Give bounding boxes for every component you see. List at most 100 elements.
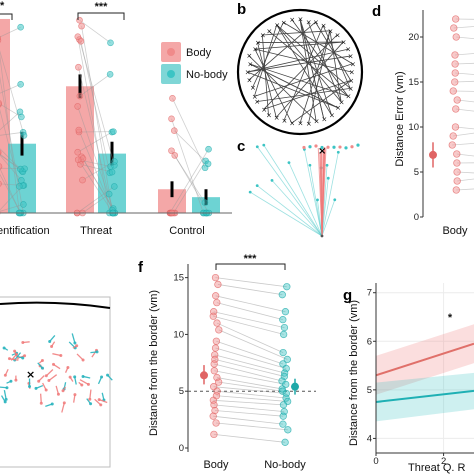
panel-f-ytick-label: 10: [173, 329, 184, 340]
pair-line: [216, 302, 283, 321]
pair-line: [80, 41, 111, 173]
network-edge: [262, 30, 331, 36]
point-body: [211, 406, 219, 415]
endpoint-marker: [356, 143, 360, 147]
pair-line: [216, 395, 288, 402]
endpoint-marker: [302, 145, 306, 150]
panel-c: c ×: [237, 138, 360, 238]
panel-g-ytick-label: 6: [367, 336, 372, 347]
panel-f-ytick-label: 5: [179, 386, 184, 397]
network-edge: [247, 48, 348, 73]
panel-g-annotation: *: [448, 312, 453, 324]
network-node-marker: ×: [250, 84, 256, 92]
legend-nobody-dot: [167, 70, 175, 78]
network-edge: [254, 48, 293, 124]
point-nobody: [282, 364, 290, 373]
pair-line: [214, 370, 286, 385]
trajectory-end-nobody: [336, 150, 340, 154]
panel-g-ytick-label: 7: [367, 288, 372, 299]
pair-line: [0, 204, 24, 212]
pair-line: [172, 98, 206, 168]
vector-origin: [81, 358, 85, 362]
vector-origin: [50, 402, 54, 406]
pair-line: [213, 386, 287, 394]
vector-origin: [99, 403, 103, 407]
panel-a-bars: [0, 18, 220, 214]
panel-e-vectors: ×: [0, 333, 113, 413]
pair-line: [218, 329, 288, 360]
trajectory-nobody: [288, 162, 323, 237]
trajectory-end-nobody: [255, 184, 259, 187]
point-body: [210, 360, 218, 368]
pair-line: [0, 167, 21, 214]
panel-b: b ×××××××××××××××××××××××××× ×× × × × × × ×××××…: [236, 1, 364, 136]
pair-line: [213, 433, 286, 443]
pair-line: [77, 131, 113, 153]
point-body: [453, 168, 461, 176]
panel-f-cat-body: Body: [203, 459, 229, 471]
panel-d-points: [429, 15, 474, 194]
network-node-marker: ×: [339, 98, 345, 106]
point-body: [451, 123, 460, 131]
panel-f-cat-nobody: No-body: [264, 459, 306, 471]
point-body: [212, 419, 220, 427]
vector-origin: [80, 383, 84, 387]
point-body: [453, 177, 461, 185]
point-nobody: [280, 330, 288, 339]
network-edge: [263, 34, 338, 110]
point-body: [453, 96, 461, 104]
vector-origin: [44, 388, 48, 392]
pair-line: [79, 19, 111, 44]
point-body: [451, 78, 459, 86]
point-body: [0, 163, 3, 170]
network-node-marker: ×: [289, 16, 295, 24]
pair-line: [0, 185, 24, 211]
pair-line: [169, 148, 209, 214]
network-node-marker: ×: [345, 46, 351, 54]
trajectory-nobody: [321, 178, 329, 237]
point-body: [214, 378, 223, 386]
panel-a-cat-3: Control: [169, 225, 204, 237]
vector-nobody: [3, 390, 7, 400]
pair-line: [214, 410, 284, 417]
vector-origin: [44, 374, 48, 378]
point-body: [451, 51, 459, 59]
pair-line: [214, 354, 285, 374]
point-nobody: [110, 128, 117, 135]
point-body: [0, 180, 2, 187]
pair-line: [214, 359, 285, 377]
point-body: [171, 127, 178, 134]
pair-line: [213, 315, 284, 335]
pair-line: [81, 26, 114, 214]
panel-g-ylabel: Distance from the border (vm): [348, 300, 360, 446]
vector-origin: [21, 356, 25, 360]
panel-f-ylabel: Distance from the border (vm): [148, 290, 160, 436]
pair-line: [77, 36, 110, 214]
panel-g-plot-bg: [376, 283, 474, 453]
trajectory-end-nobody: [316, 198, 319, 202]
network-edge: [299, 19, 317, 122]
point-nobody: [17, 80, 24, 88]
panel-e-frame: [0, 296, 111, 468]
network-edge: [291, 80, 351, 124]
vector-nobody: [71, 333, 76, 344]
pair-line: [457, 171, 474, 174]
mean-point-body: [200, 371, 208, 380]
point-nobody: [16, 183, 23, 190]
panel-a-sig-2: ***: [95, 1, 109, 13]
vector-origin: [89, 402, 93, 406]
point-nobody: [283, 355, 291, 364]
vector-origin: [3, 400, 7, 404]
pair-line: [456, 153, 474, 157]
vector-origin: [62, 401, 66, 405]
endpoint-marker: [350, 145, 354, 149]
network-node-marker: ×: [247, 76, 253, 84]
origin-marker: [320, 234, 324, 238]
point-nobody: [20, 132, 28, 139]
point-nobody: [283, 283, 291, 291]
network-edge: [299, 18, 325, 120]
point-body: [449, 87, 457, 95]
network-node-marker: ×: [255, 39, 261, 47]
point-body: [76, 16, 83, 24]
